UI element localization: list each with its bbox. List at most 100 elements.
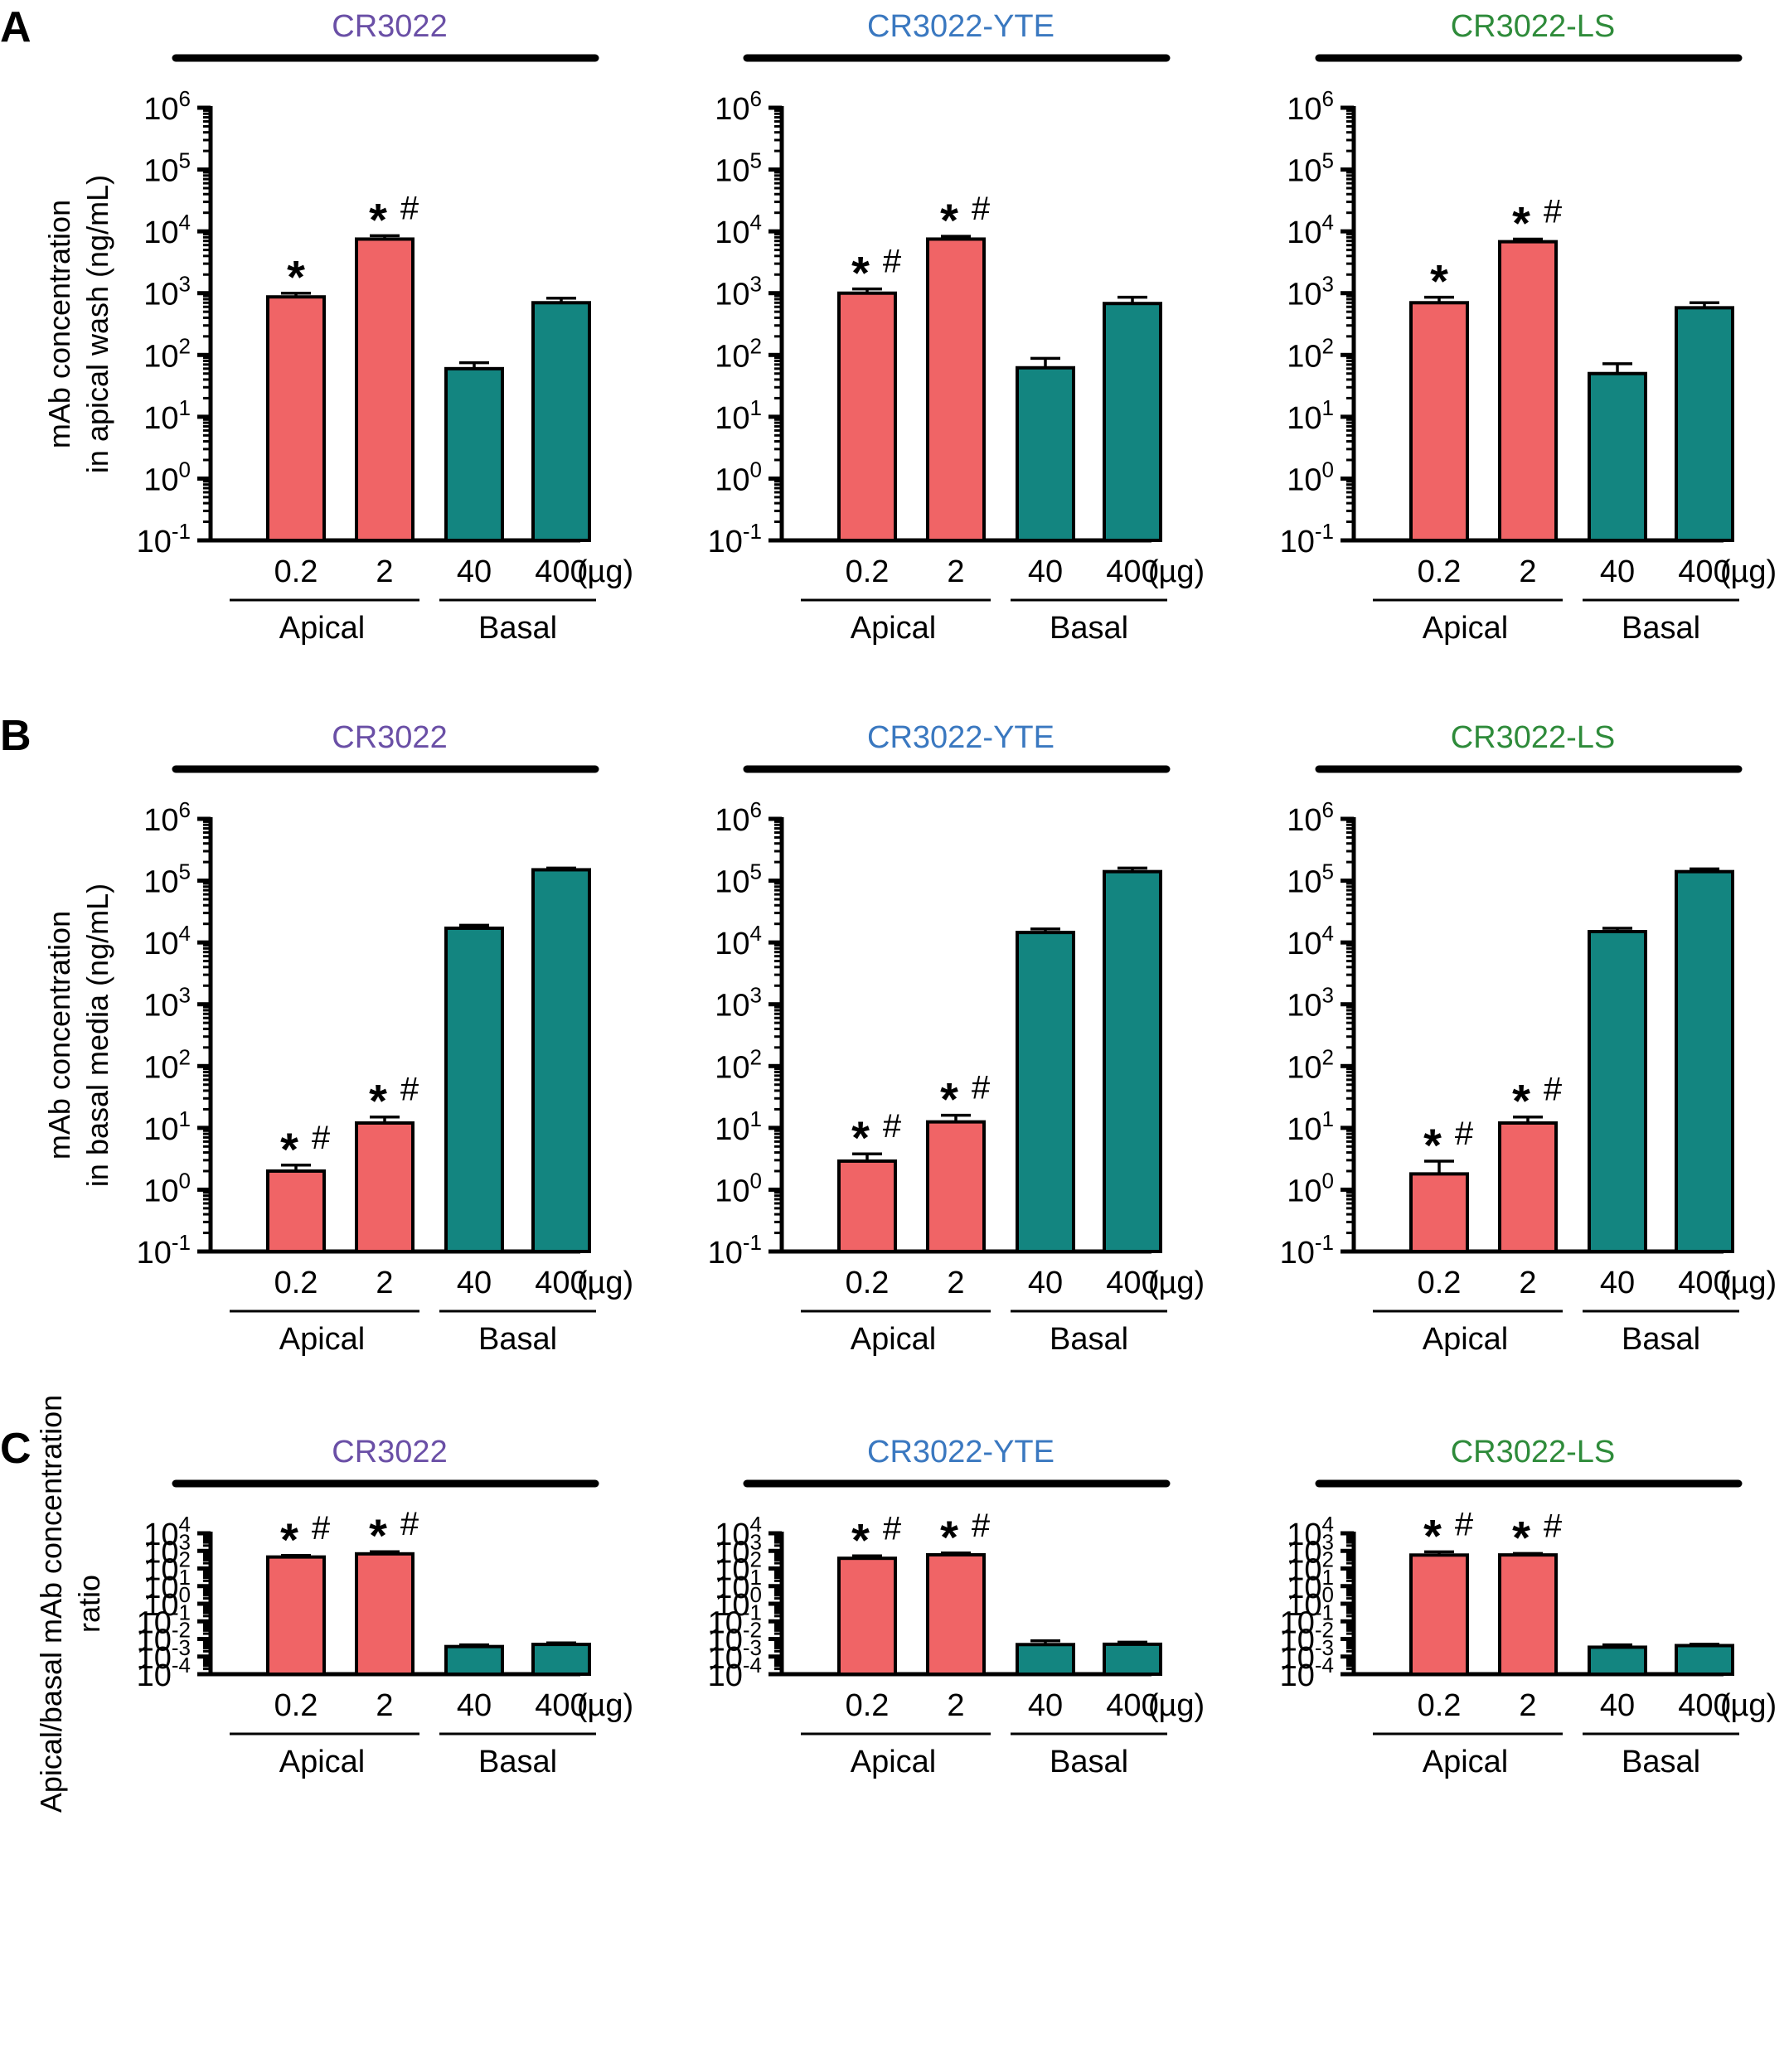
significance-hash: # — [1544, 193, 1563, 230]
x-tick-label: 400 — [535, 1688, 587, 1723]
y-axis-label: mAb concentration in apical wash (ng/mL) — [42, 175, 114, 473]
x-tick-label: 2 — [1519, 1266, 1536, 1300]
significance-star: * — [280, 1123, 298, 1175]
significance-star: * — [1512, 1511, 1530, 1563]
bar-40 — [1016, 931, 1075, 1253]
bar-40 — [1588, 930, 1647, 1253]
group-label-basal: Basal — [1622, 611, 1700, 646]
group-label-apical: Apical — [279, 1322, 366, 1357]
x-tick-label: 40 — [1028, 1266, 1063, 1300]
y-tick-label: 10-2 — [708, 1618, 762, 1658]
significance-star: * — [369, 193, 387, 245]
y-tick-label: 10-3 — [1280, 1635, 1334, 1676]
group-label-apical: Apical — [851, 611, 937, 646]
y-axis-label: mAb concentration in basal media (ng/mL) — [42, 884, 114, 1187]
y-tick-label: 104 — [715, 210, 762, 250]
group-label-basal: Basal — [1050, 1745, 1128, 1779]
bar-2 — [355, 1121, 415, 1254]
significance-hash: # — [883, 1108, 902, 1145]
y-tick-label: 100 — [1287, 1168, 1334, 1208]
y-tick-label: 10-1 — [708, 1600, 762, 1640]
y-tick-label: 106 — [715, 86, 762, 127]
y-tick-label: 104 — [1287, 921, 1334, 961]
bar-0.2 — [266, 1555, 326, 1677]
y-tick-label: 106 — [143, 86, 191, 127]
group-label-apical: Apical — [279, 611, 366, 646]
bar-40 — [444, 1644, 504, 1676]
group-label-basal: Basal — [478, 611, 557, 646]
y-tick-label: 106 — [1287, 797, 1334, 838]
significance-star: * — [287, 251, 305, 303]
y-tick-label: 103 — [143, 983, 191, 1024]
significance-star: * — [940, 1511, 958, 1563]
panel-title: CR3022 — [332, 1435, 447, 1469]
x-tick-label: 400 — [1678, 554, 1730, 589]
y-tick-label: 102 — [715, 1547, 762, 1588]
y-tick-label: 101 — [143, 1106, 191, 1147]
panel-title: CR3022-YTE — [867, 9, 1054, 44]
y-tick-label: 101 — [1287, 1565, 1334, 1605]
bar-40 — [1016, 366, 1075, 542]
y-tick-label: 104 — [1287, 1512, 1334, 1552]
bar-2 — [926, 1552, 986, 1676]
y-tick-label: 100 — [715, 457, 762, 497]
significance-hash: # — [400, 1072, 419, 1108]
x-tick-label: 400 — [535, 554, 587, 589]
bar-2 — [1498, 240, 1558, 542]
x-tick-label: 400 — [535, 1266, 587, 1300]
significance-star: * — [851, 247, 870, 299]
y-tick-label: 103 — [1287, 272, 1334, 312]
bar-0.2 — [837, 1556, 897, 1676]
panel-a-1: CR3022 mAb concentration in apical wash (n… — [42, 9, 633, 646]
significance-hash: # — [312, 1510, 331, 1547]
panel-c-2: CR3022-YTE 10-410-310-210-110010110210310… — [708, 1435, 1205, 1779]
y-tick-label: 104 — [715, 921, 762, 961]
group-label-basal: Basal — [1622, 1745, 1700, 1779]
x-tick-label: 40 — [457, 554, 492, 589]
significance-hash: # — [1544, 1072, 1563, 1108]
group-label-apical: Apical — [851, 1745, 937, 1779]
group-label-apical: Apical — [1423, 1322, 1509, 1357]
panel-title: CR3022 — [332, 720, 447, 755]
y-tick-label: 10-1 — [708, 1230, 762, 1271]
significance-star: * — [851, 1513, 870, 1566]
x-unit-label: (µg) — [1720, 1688, 1777, 1723]
y-tick-label: 104 — [143, 1512, 191, 1552]
y-tick-label: 100 — [1287, 1582, 1334, 1623]
x-tick-label: 2 — [376, 1688, 393, 1723]
bar-40 — [444, 366, 504, 542]
y-tick-label: 100 — [1287, 457, 1334, 497]
y-tick-label: 10-1 — [137, 1230, 191, 1271]
significance-star: * — [940, 1073, 958, 1126]
y-tick-label: 10-4 — [708, 1653, 762, 1693]
significance-hash: # — [400, 1506, 419, 1542]
y-tick-label: 106 — [143, 797, 191, 838]
y-tick-label: 101 — [715, 1106, 762, 1147]
y-tick-label: 102 — [1287, 1547, 1334, 1588]
group-label-apical: Apical — [279, 1745, 366, 1779]
panel-letter-c: C — [0, 1425, 32, 1473]
y-tick-label: 102 — [143, 1044, 191, 1085]
y-tick-label: 103 — [1287, 1529, 1334, 1570]
bar-0.2 — [1409, 301, 1469, 542]
group-label-basal: Basal — [1050, 611, 1128, 646]
x-unit-label: (µg) — [577, 1688, 633, 1723]
x-tick-label: 400 — [1106, 1266, 1158, 1300]
significance-hash: # — [400, 190, 419, 226]
x-unit-label: (µg) — [1148, 1266, 1205, 1300]
bar-400 — [1103, 1642, 1162, 1676]
x-tick-label: 400 — [1106, 554, 1158, 589]
x-tick-label: 40 — [457, 1688, 492, 1723]
y-tick-label: 102 — [715, 333, 762, 374]
x-tick-label: 0.2 — [846, 554, 890, 589]
bar-2 — [1498, 1553, 1558, 1676]
panel-title: CR3022-LS — [1451, 9, 1616, 44]
x-tick-label: 2 — [1519, 1688, 1536, 1723]
x-unit-label: (µg) — [1148, 554, 1205, 589]
y-tick-label: 102 — [143, 333, 191, 374]
group-label-basal: Basal — [478, 1322, 557, 1357]
panel-b-1: CR3022 mAb concentration in basal media (n… — [42, 720, 633, 1357]
y-tick-label: 105 — [715, 859, 762, 900]
x-tick-label: 0.2 — [1418, 554, 1462, 589]
